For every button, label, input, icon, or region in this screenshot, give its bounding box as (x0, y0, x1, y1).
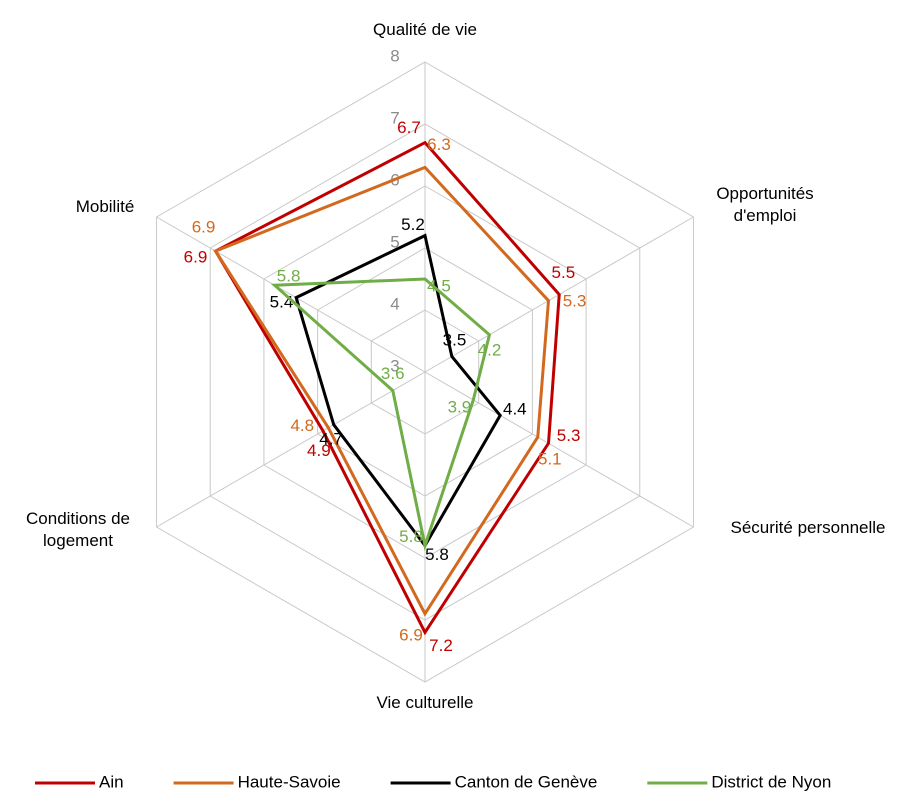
data-label: 3.5 (443, 331, 467, 350)
data-label: 4.8 (290, 416, 314, 435)
data-label: 5.4 (270, 292, 294, 311)
legend-label: Ain (99, 772, 124, 791)
data-label: 5.8 (425, 545, 449, 564)
data-label: 5.8 (277, 267, 301, 286)
spoke (424, 371, 694, 528)
data-label: 4.4 (503, 399, 527, 418)
spoke (156, 216, 426, 373)
data-label: 5.2 (401, 215, 425, 234)
data-label: 7.2 (429, 636, 453, 655)
category-label: Opportunités d'emploi (716, 184, 814, 225)
r-tick-label: 4 (390, 294, 399, 313)
data-label: 5.8 (399, 527, 423, 546)
data-label: 4.7 (319, 430, 343, 449)
data-label: 6.9 (184, 247, 208, 266)
category-label: Conditions de logement (26, 509, 130, 550)
data-label: 3.6 (381, 364, 405, 383)
category-label: Vie culturelle (376, 693, 474, 712)
data-label: 5.5 (552, 263, 576, 282)
data-label: 5.3 (563, 291, 587, 310)
data-label: 3.9 (448, 398, 472, 417)
data-label: 6.9 (192, 217, 216, 236)
data-label: 4.5 (427, 276, 451, 295)
data-label: 4.9 (307, 441, 331, 460)
series-line (213, 165, 551, 617)
legend-label: Haute-Savoie (238, 772, 341, 791)
legend-label: Canton de Genève (455, 772, 598, 791)
data-label: 5.3 (557, 426, 581, 445)
r-tick-label: 5 (390, 232, 399, 251)
data-label: 6.3 (427, 135, 451, 154)
category-label: Qualité de vie (373, 20, 477, 39)
series-line (270, 277, 492, 552)
data-label: 4.2 (478, 340, 502, 359)
data-label: 6.7 (397, 118, 421, 137)
data-label: 5.1 (538, 450, 562, 469)
data-label: 6.9 (399, 625, 423, 644)
r-tick-label: 7 (390, 108, 399, 127)
r-tick-label: 8 (390, 46, 399, 65)
category-label: Mobilité (75, 197, 135, 216)
category-label: Sécurité personnelle (730, 518, 886, 537)
legend-label: District de Nyon (711, 772, 831, 791)
r-tick-label: 3 (390, 356, 399, 375)
spoke (156, 371, 426, 528)
